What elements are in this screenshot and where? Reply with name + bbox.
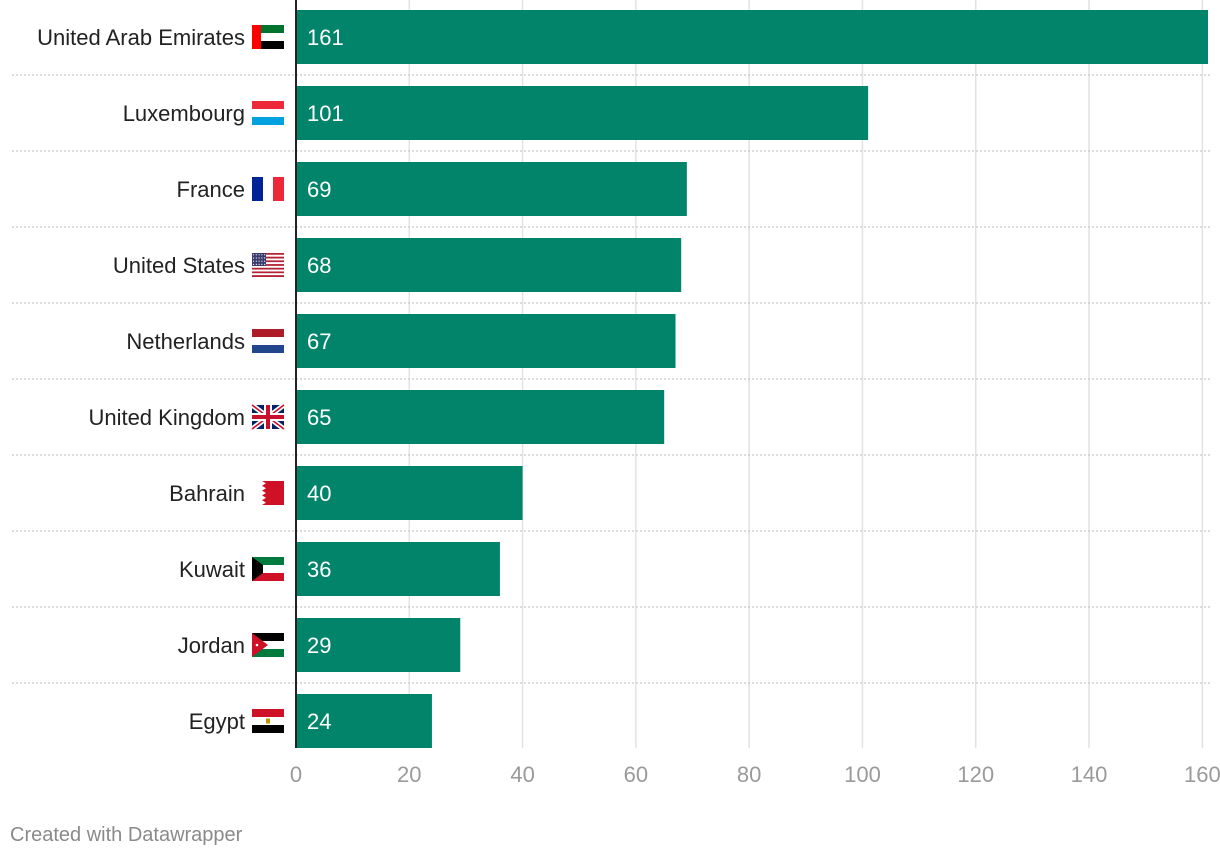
category-labels: United Arab Emirates Luxembourg France Unit…: [37, 25, 245, 734]
uk-flag-icon: [250, 403, 286, 431]
kuwait-flag-icon: [252, 557, 284, 581]
value-label: 69: [307, 177, 331, 202]
bar-france: [296, 162, 687, 216]
bar-united-states: [296, 238, 682, 292]
jordan-flag-icon: [252, 633, 284, 657]
flags: [250, 25, 286, 733]
luxembourg-flag-icon: [252, 101, 284, 125]
value-label: 24: [307, 709, 331, 734]
category-label: United States: [113, 253, 245, 278]
x-tick-label: 160: [1184, 762, 1220, 787]
x-tick-label: 0: [290, 762, 302, 787]
netherlands-flag-icon: [252, 329, 284, 353]
value-label: 67: [307, 329, 331, 354]
category-label: Bahrain: [169, 481, 245, 506]
category-label: France: [177, 177, 245, 202]
bar-egypt: [296, 694, 432, 748]
value-label: 36: [307, 557, 331, 582]
category-label: Kuwait: [179, 557, 245, 582]
x-tick-label: 20: [397, 762, 421, 787]
category-label: Luxembourg: [123, 101, 245, 126]
value-label: 40: [307, 481, 331, 506]
category-label: Netherlands: [126, 329, 245, 354]
bar-luxembourg: [296, 86, 869, 140]
bars: 161 101 69 68 67 65 40 36 29 24: [296, 10, 1208, 748]
x-tick-label: 60: [624, 762, 648, 787]
x-tick-label: 140: [1071, 762, 1108, 787]
x-tick-label: 40: [510, 762, 534, 787]
bar-kuwait: [296, 542, 500, 596]
bar-jordan: [296, 618, 461, 672]
credit-footer: Created with Datawrapper: [10, 824, 243, 846]
bar-united-arab-emirates: [296, 10, 1208, 64]
x-tick-label: 100: [844, 762, 881, 787]
bar-bahrain: [296, 466, 523, 520]
uae-flag-icon: [252, 25, 284, 49]
egypt-flag-icon: [252, 709, 284, 733]
bar-united-kingdom: [296, 390, 665, 444]
x-axis-ticks: 0 20 40 60 80 100 120 140 160: [290, 762, 1220, 787]
value-label: 29: [307, 633, 331, 658]
category-label: Jordan: [178, 633, 245, 658]
bar-netherlands: [296, 314, 676, 368]
value-label: 101: [307, 101, 344, 126]
x-tick-label: 120: [957, 762, 994, 787]
category-label: United Kingdom: [88, 405, 245, 430]
x-tick-label: 80: [737, 762, 761, 787]
bahrain-flag-icon: [252, 481, 284, 505]
value-label: 161: [307, 25, 344, 50]
usa-flag-icon: [252, 253, 284, 277]
category-label: United Arab Emirates: [37, 25, 245, 50]
category-label: Egypt: [189, 709, 245, 734]
value-label: 68: [307, 253, 331, 278]
value-label: 65: [307, 405, 331, 430]
france-flag-icon: [252, 177, 284, 201]
